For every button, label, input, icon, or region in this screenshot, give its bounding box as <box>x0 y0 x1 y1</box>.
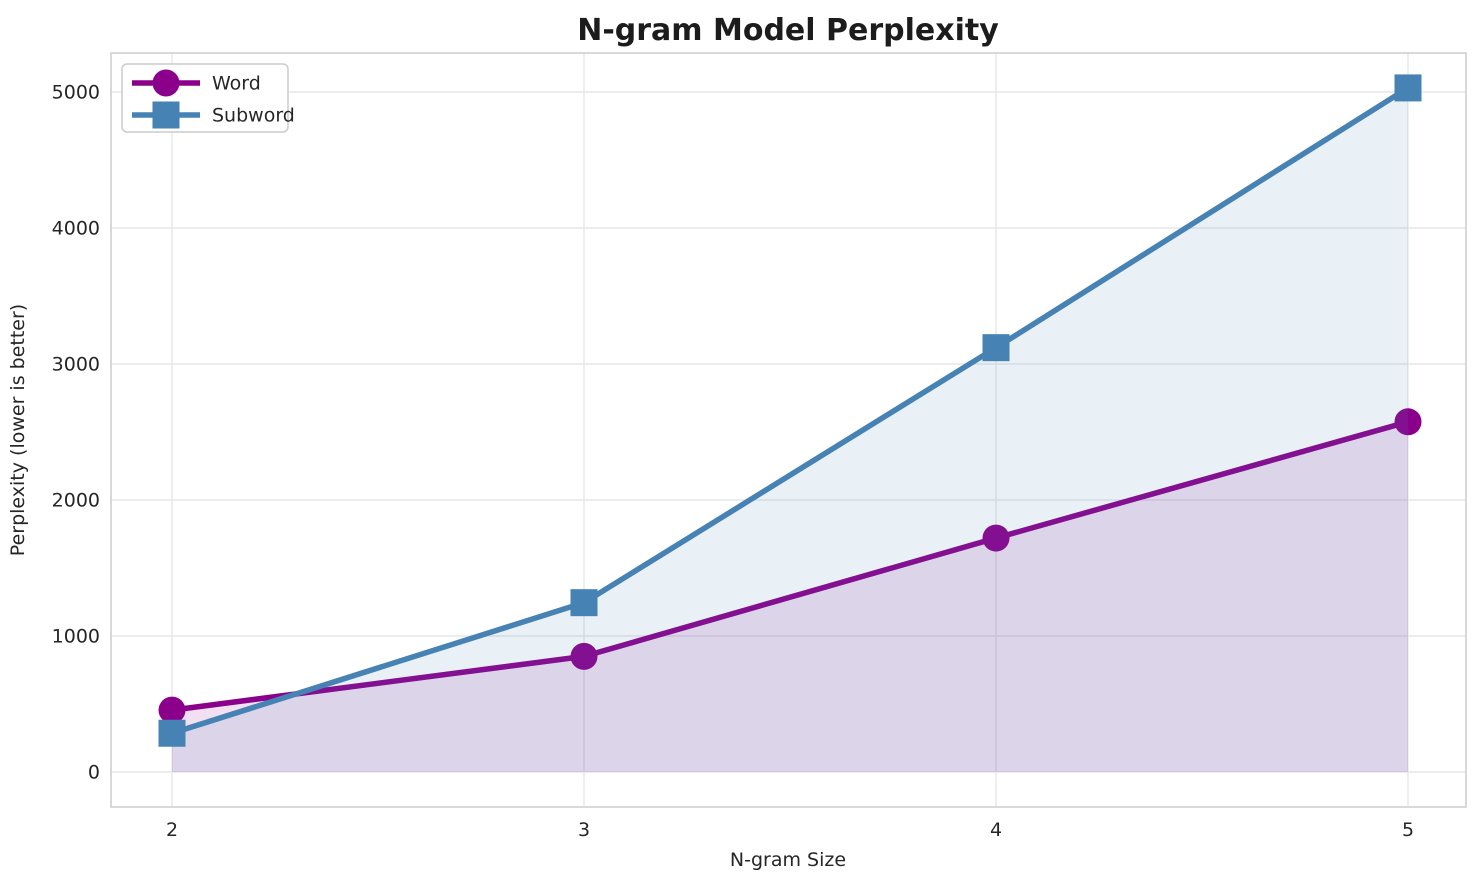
y-tick-label: 2000 <box>52 490 100 512</box>
x-tick-labels: 2 3 4 5 <box>166 819 1414 841</box>
legend-marker-subword-square <box>152 101 180 129</box>
series-group <box>158 74 1422 773</box>
data-point-word <box>158 696 186 724</box>
data-point-subword <box>982 334 1010 362</box>
x-tick-label: 5 <box>1402 819 1414 841</box>
x-axis-label: N-gram Size <box>730 849 846 871</box>
data-point-subword <box>158 719 186 747</box>
y-tick-label: 1000 <box>52 626 100 648</box>
chart-title: N-gram Model Perplexity <box>577 13 999 48</box>
legend-marker-word-circle <box>152 69 180 97</box>
data-point-word <box>1394 408 1422 436</box>
legend-item-subword: Subword <box>132 101 295 129</box>
x-tick-label: 2 <box>166 819 178 841</box>
series-word <box>158 408 1422 772</box>
x-tick-label: 4 <box>990 819 1002 841</box>
data-point-word <box>982 524 1010 552</box>
legend-item-word: Word <box>132 69 261 97</box>
y-tick-labels: 0 1000 2000 3000 4000 5000 <box>52 82 100 784</box>
y-tick-label: 3000 <box>52 354 100 376</box>
legend: Word Subword <box>121 63 295 133</box>
y-axis-label: Perplexity (lower is better) <box>7 304 29 556</box>
x-tick-label: 3 <box>578 819 590 841</box>
data-point-subword <box>1394 74 1422 102</box>
gridlines <box>111 53 1466 807</box>
plot-border <box>110 52 1467 808</box>
data-point-subword <box>570 589 598 617</box>
line-subword <box>171 85 1410 736</box>
y-tick-label: 4000 <box>52 218 100 240</box>
y-tick-label: 5000 <box>52 82 100 104</box>
series-subword <box>158 74 1422 773</box>
area-fill-subword <box>172 87 1408 773</box>
data-point-word <box>570 642 598 670</box>
line-word <box>171 419 1409 713</box>
legend-label-word: Word <box>212 73 261 95</box>
legend-label-subword: Subword <box>212 105 295 127</box>
y-tick-label: 0 <box>88 762 100 784</box>
